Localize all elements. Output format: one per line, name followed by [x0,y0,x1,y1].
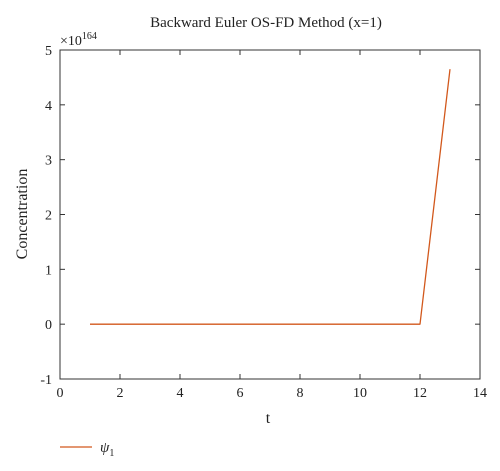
y-axis-multiplier: ×10164 [60,31,97,49]
x-tick-label-10: 10 [353,386,367,401]
plot-area-frame [59,49,481,380]
chart-title: Backward Euler OS-FD Method (x=1) [150,15,382,31]
y-tick-label-4: 4 [45,99,52,114]
y-axis-label: Concentration [14,169,31,260]
y-tick-label--1: -1 [40,373,52,388]
legend-label-psi1-base: ψ [100,440,110,456]
x-axis-label: t [266,410,271,427]
x-tick-label-14: 14 [473,386,487,401]
y-tick-label-5: 5 [45,44,52,59]
series-line-0 [90,69,451,325]
x-tick-label-4: 4 [177,386,184,401]
x-tick-label-0: 0 [57,386,64,401]
y-tick-label-3: 3 [45,154,52,169]
series-layer [90,69,451,325]
legend: ψ1 [60,440,114,459]
x-tick-label-6: 6 [237,386,244,401]
y-tick-label-1: 1 [45,263,52,278]
y-axis-multiplier-base: ×10 [60,34,82,49]
y-axis-ticks: -1 0 1 2 3 4 5 [40,44,480,388]
x-tick-label-2: 2 [117,386,124,401]
y-tick-label-2: 2 [45,209,52,224]
x-tick-label-12: 12 [413,386,427,401]
legend-label-psi1: ψ1 [100,440,114,459]
x-tick-label-8: 8 [297,386,304,401]
y-tick-label-0: 0 [45,318,52,333]
x-axis-ticks: 0 2 4 6 8 10 12 14 [57,50,487,401]
legend-label-psi1-sub: 1 [109,448,114,459]
y-axis-multiplier-exponent: 164 [82,31,97,42]
